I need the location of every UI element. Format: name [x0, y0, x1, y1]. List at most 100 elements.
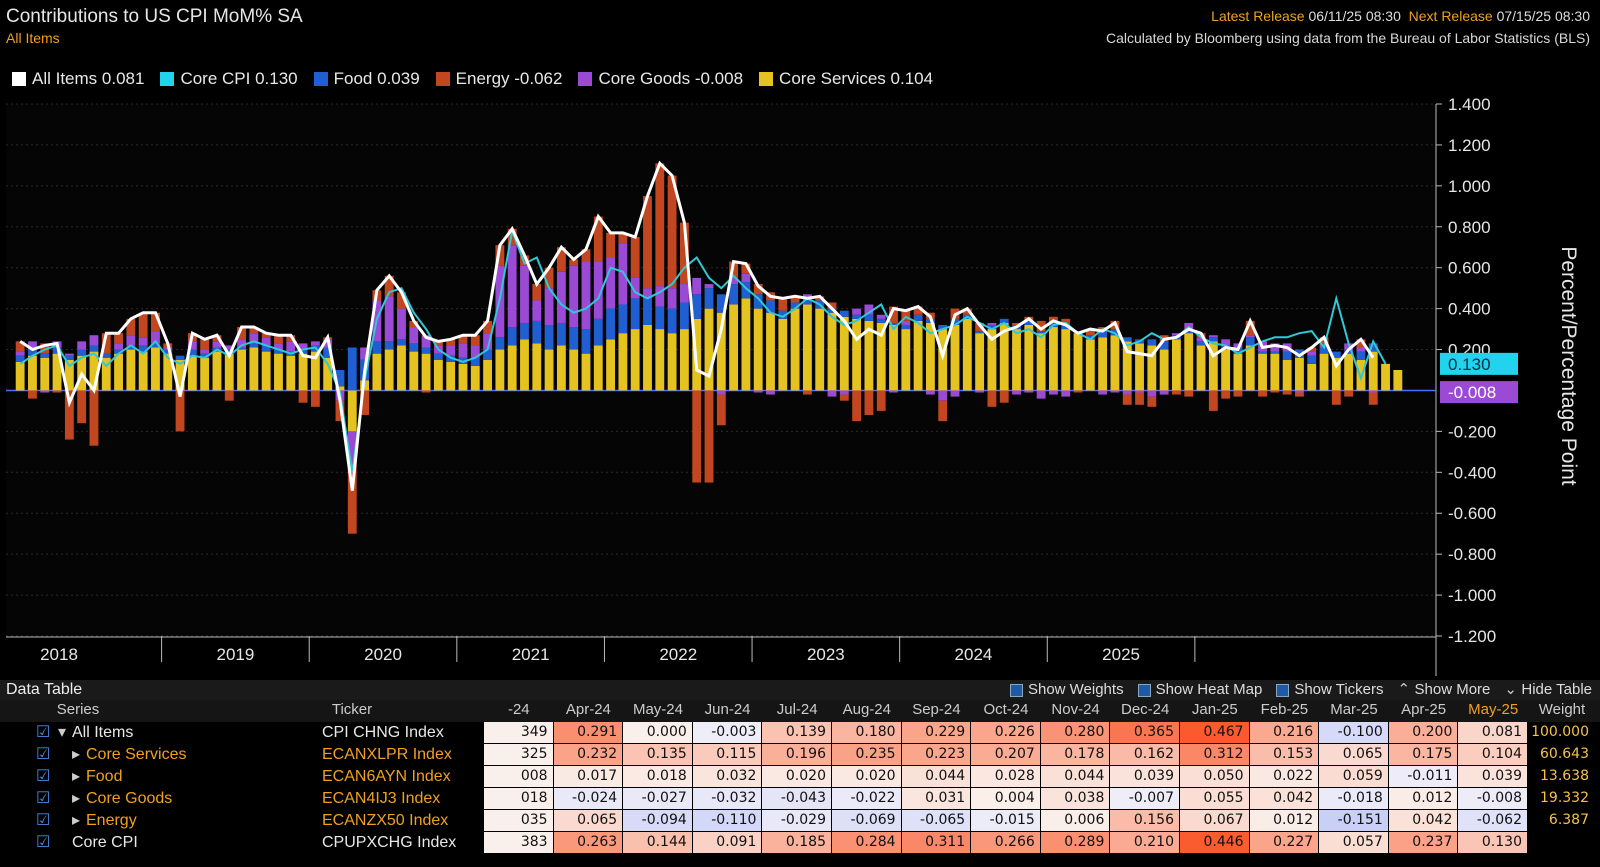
header-month: Jul-24: [776, 701, 818, 718]
bar-segment: [138, 312, 148, 338]
bar-segment: [126, 318, 136, 336]
bar-segment: [1282, 390, 1292, 395]
bar-segment: [274, 335, 283, 344]
bar-segment: [864, 320, 874, 391]
bar-segment: [1147, 345, 1157, 391]
ticker: ECANXLPR Index: [322, 746, 452, 763]
bar-segment: [556, 271, 566, 323]
bar-segment: [852, 318, 862, 391]
table-row[interactable]: ☑ ▸ Core Goods ECAN4IJ3 Index 018 -0.024 -0.02…: [0, 788, 1600, 810]
value-cell: 0.144: [623, 832, 692, 853]
bar-segment: [766, 390, 775, 395]
y-tick-label: 1.200: [1448, 136, 1491, 155]
y-tick-label: -0.400: [1448, 463, 1496, 482]
bar-segment: [15, 355, 25, 362]
bar-segment: [679, 302, 689, 330]
bar-segment: [1036, 331, 1046, 334]
bar-segment: [1122, 337, 1132, 342]
bar-segment: [901, 320, 911, 325]
legend-label: Core Goods -0.008: [598, 69, 744, 88]
table-option[interactable]: Show Tickers: [1276, 681, 1384, 698]
bar-segment: [630, 298, 640, 330]
bar-segment: [839, 390, 849, 395]
bar-segment: [1036, 390, 1046, 399]
value-cell: -0.062: [1458, 810, 1527, 831]
legend-item[interactable]: Food 0.039: [313, 66, 420, 92]
bar-segment: [175, 390, 185, 432]
legend-item[interactable]: Core CPI 0.130: [160, 66, 298, 92]
bar-segment: [716, 394, 726, 426]
value-cell: 0.031: [901, 788, 971, 809]
table-row[interactable]: ☑ ▸ Food ECAN6AYN Index 008 0.017 0.018 0.032 0.…: [0, 766, 1600, 788]
bar-segment: [679, 222, 689, 285]
bar-segment: [962, 308, 972, 315]
bar-segment: [1282, 351, 1292, 360]
value-cell: -0.065: [901, 810, 971, 831]
value-cell: 0.185: [762, 832, 831, 853]
bar-segment: [114, 333, 123, 344]
data-table: Data Table Show Weights Show Heat Map Show…: [0, 680, 1600, 867]
legend-label: Food 0.039: [333, 69, 420, 88]
bar-segment: [802, 298, 812, 305]
table-option[interactable]: ⌃ Show More: [1398, 681, 1491, 698]
y-tick-label: -0.800: [1448, 545, 1496, 564]
legend-item[interactable]: All Items 0.081: [12, 66, 144, 92]
bar-segment: [1073, 390, 1083, 393]
table-option[interactable]: Show Weights: [1009, 681, 1124, 698]
bar-segment: [889, 306, 898, 323]
bar-segment: [89, 390, 99, 446]
bar-segment: [987, 324, 997, 330]
bar-segment: [52, 347, 62, 354]
table-option[interactable]: ⌄ Hide Table: [1504, 681, 1592, 698]
table-row[interactable]: ☑ ▸ Core Services ECANXLPR Index 325 0.232 0.1…: [0, 744, 1600, 766]
bar-segment: [1307, 351, 1317, 356]
expand-icon: ▸: [72, 790, 81, 807]
value-cell: -0.024: [553, 788, 623, 809]
data-table-toolbar: Data Table Show Weights Show Heat Map Show…: [0, 680, 1600, 700]
ticker: ECAN4IJ3 Index: [322, 790, 441, 807]
bar-segment: [581, 261, 591, 330]
bar-segment: [1159, 341, 1169, 350]
table-row[interactable]: ☑ ▸ Energy ECANZX50 Index 035 0.065 -0.094 -0.1…: [0, 810, 1600, 832]
legend-item[interactable]: Core Goods -0.008: [578, 66, 743, 92]
bar-segment: [421, 347, 431, 354]
bar-segment: [679, 329, 689, 391]
table-row[interactable]: ☑ ▾ All Items CPI CHNG Index 349 0.291 0.000 -0…: [0, 722, 1600, 744]
y-tick-label: 0.800: [1448, 218, 1491, 237]
bar-segment: [569, 265, 579, 328]
legend-item[interactable]: Energy -0.062: [435, 66, 562, 92]
bar-segment: [384, 341, 394, 350]
bar-segment: [1196, 337, 1206, 342]
bar-segment: [593, 216, 603, 262]
chevron-icon: ⌃: [1397, 681, 1411, 699]
value-cell: -0.100: [1319, 722, 1388, 743]
bar-segment: [298, 390, 308, 403]
bar-segment: [852, 308, 862, 315]
legend-swatch: [759, 72, 774, 86]
bar-segment: [458, 363, 468, 391]
bar-segment: [704, 288, 714, 309]
legend-item[interactable]: Core Services 0.104: [759, 66, 933, 92]
y-tick-label: -1.200: [1448, 627, 1496, 646]
bar-segment: [864, 304, 874, 315]
bar-segment: [520, 265, 529, 323]
table-row[interactable]: ☑ Core CPI CPUPXCHG Index 383 0.263 0.144 0.09…: [0, 832, 1600, 854]
bar-segment: [397, 292, 406, 309]
value-cell: 0.020: [762, 766, 831, 787]
header-month: Apr-24: [565, 701, 611, 718]
bar-segment: [655, 286, 665, 307]
bar-segment: [138, 337, 148, 346]
last-value-label: -0.008: [1448, 383, 1496, 402]
bar-segment: [187, 349, 197, 356]
bar-segment: [1048, 327, 1058, 391]
table-option[interactable]: Show Heat Map: [1137, 681, 1262, 698]
bar-segment: [802, 294, 812, 299]
bar-segment: [1356, 339, 1366, 348]
bar-segment: [28, 355, 37, 391]
value-cell: -0.027: [623, 788, 692, 809]
bar-segment: [212, 351, 222, 391]
bar-segment: [40, 353, 50, 358]
bar-segment: [470, 365, 480, 391]
bar-segment: [802, 304, 812, 391]
bar-segment: [1221, 349, 1231, 391]
